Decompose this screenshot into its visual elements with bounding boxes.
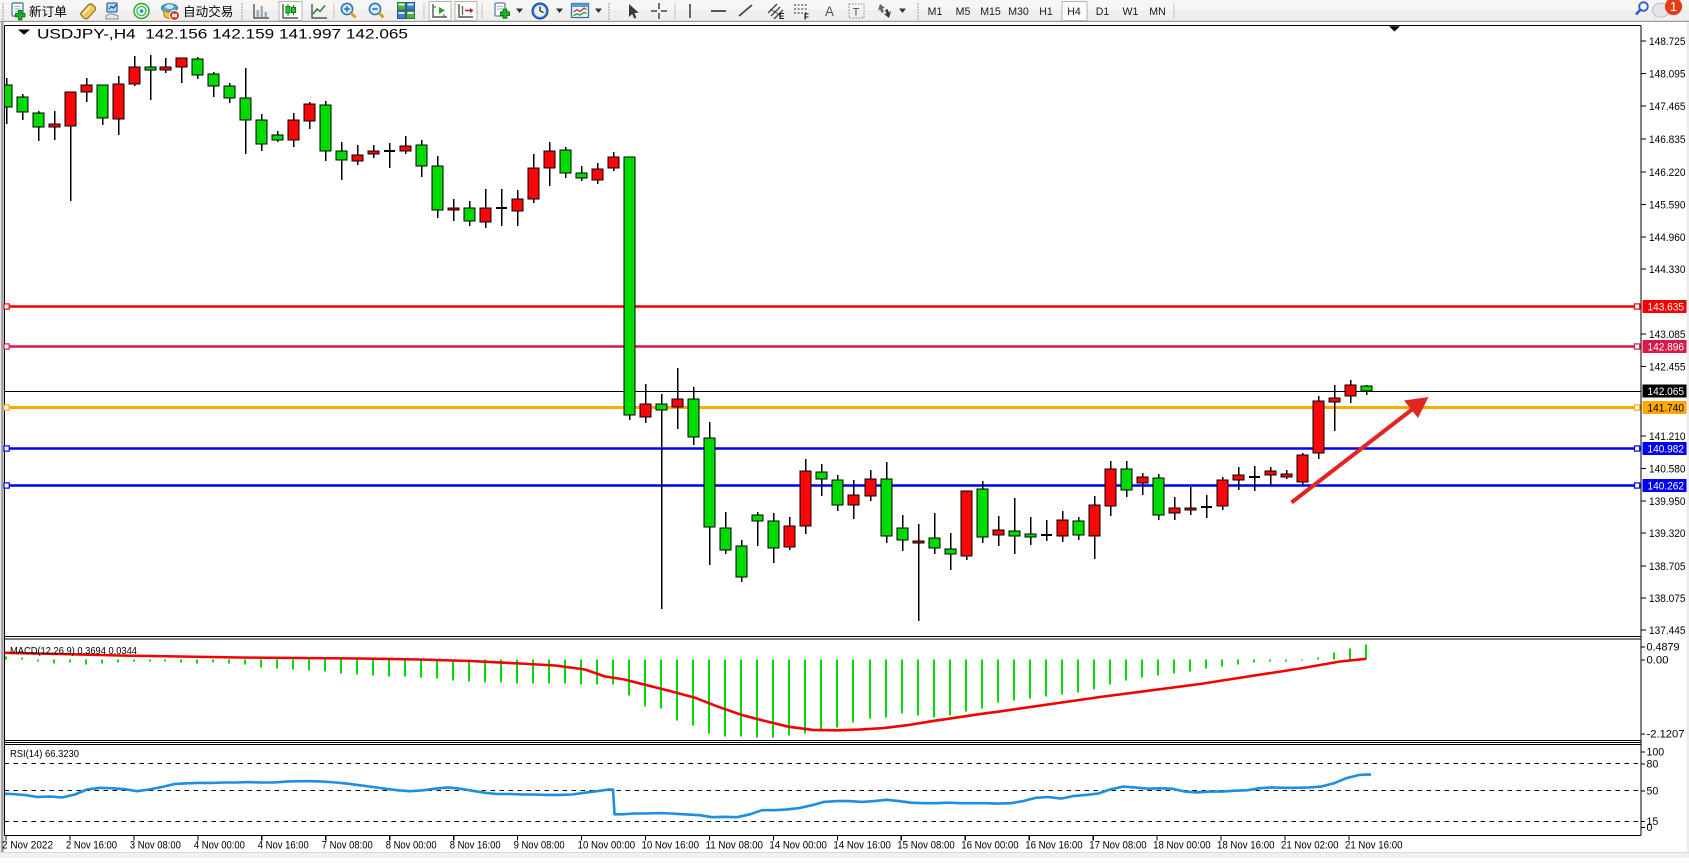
svg-text:18 Nov 00:00: 18 Nov 00:00 [1153,840,1211,852]
svg-text:140.580: 140.580 [1649,464,1686,476]
svg-text:9 Nov 08:00: 9 Nov 08:00 [514,840,565,852]
svg-text:H1: H1 [1039,6,1053,18]
svg-text:148.095: 148.095 [1649,69,1686,81]
svg-text:146.835: 146.835 [1649,134,1686,146]
svg-text:3 Nov 08:00: 3 Nov 08:00 [130,840,181,852]
svg-text:0: 0 [1647,822,1653,834]
svg-text:144.330: 144.330 [1649,264,1686,276]
svg-text:14 Nov 00:00: 14 Nov 00:00 [769,840,827,852]
svg-text:18 Nov 16:00: 18 Nov 16:00 [1217,840,1275,852]
svg-text:141.210: 141.210 [1649,431,1686,443]
svg-text:D1: D1 [1096,6,1110,18]
svg-text:143.635: 143.635 [1648,302,1685,314]
svg-text:100: 100 [1647,747,1665,759]
svg-text:自动交易: 自动交易 [183,4,233,19]
svg-text:2 Nov 16:00: 2 Nov 16:00 [66,840,117,852]
svg-text:M15: M15 [980,6,1001,18]
svg-text:21 Nov 02:00: 21 Nov 02:00 [1281,840,1339,852]
svg-text:14 Nov 16:00: 14 Nov 16:00 [833,840,891,852]
svg-text:-2.1207: -2.1207 [1647,729,1685,741]
svg-text:A: A [825,4,834,19]
svg-text:1: 1 [1670,0,1677,14]
svg-text:USDJPY-,H4 142.156 142.159 14: USDJPY-,H4 142.156 142.159 141.997 142.0… [37,25,408,41]
svg-text:138.705: 138.705 [1649,561,1686,573]
svg-text:F: F [804,13,809,22]
svg-text:137.445: 137.445 [1649,625,1686,637]
svg-text:MACD(12,26,9) 0.3694 0.0344: MACD(12,26,9) 0.3694 0.0344 [10,646,137,657]
svg-text:16 Nov 16:00: 16 Nov 16:00 [1025,840,1083,852]
svg-text:新订单: 新订单 [29,4,67,19]
svg-text:4 Nov 00:00: 4 Nov 00:00 [194,840,245,852]
svg-text:50: 50 [1647,786,1659,798]
svg-text:146.220: 146.220 [1649,167,1686,179]
svg-text:142.896: 142.896 [1648,342,1685,354]
svg-text:8 Nov 00:00: 8 Nov 00:00 [386,840,437,852]
svg-text:15: 15 [1647,816,1659,828]
svg-text:0.4879: 0.4879 [1647,642,1680,654]
svg-text:H4: H4 [1067,6,1081,18]
svg-text:21 Nov 16:00: 21 Nov 16:00 [1345,840,1403,852]
svg-text:M30: M30 [1008,6,1029,18]
svg-text:143.085: 143.085 [1649,329,1686,341]
svg-text:0.00: 0.00 [1647,655,1669,667]
svg-text:140.262: 140.262 [1648,481,1685,493]
svg-text:144.960: 144.960 [1649,232,1686,244]
svg-text:10 Nov 16:00: 10 Nov 16:00 [642,840,700,852]
svg-text:W1: W1 [1123,6,1139,18]
svg-text:140.982: 140.982 [1648,444,1685,456]
svg-text:4 Nov 16:00: 4 Nov 16:00 [258,840,309,852]
svg-text:T: T [853,7,860,19]
svg-text:142.455: 142.455 [1649,362,1686,374]
svg-text:10 Nov 00:00: 10 Nov 00:00 [578,840,636,852]
svg-text:M5: M5 [956,6,971,18]
svg-text:142.065: 142.065 [1648,386,1685,398]
svg-text:139.320: 139.320 [1649,528,1686,540]
svg-text:E: E [779,12,785,21]
svg-text:80: 80 [1647,759,1659,771]
svg-text:145.590: 145.590 [1649,200,1686,212]
svg-text:RSI(14) 66.3230: RSI(14) 66.3230 [10,749,79,760]
svg-text:15 Nov 08:00: 15 Nov 08:00 [897,840,955,852]
svg-text:M1: M1 [928,6,943,18]
svg-text:16 Nov 00:00: 16 Nov 00:00 [961,840,1019,852]
svg-text:148.725: 148.725 [1649,36,1686,48]
svg-text:17 Nov 08:00: 17 Nov 08:00 [1089,840,1147,852]
svg-text:2 Nov 2022: 2 Nov 2022 [2,840,53,852]
svg-text:141.740: 141.740 [1648,403,1685,415]
svg-text:11 Nov 08:00: 11 Nov 08:00 [706,840,764,852]
svg-text:139.950: 139.950 [1649,496,1686,508]
svg-text:MN: MN [1149,6,1165,18]
svg-text:147.465: 147.465 [1649,101,1686,113]
svg-text:138.075: 138.075 [1649,593,1686,605]
svg-text:8 Nov 16:00: 8 Nov 16:00 [450,840,501,852]
svg-text:7 Nov 08:00: 7 Nov 08:00 [322,840,373,852]
